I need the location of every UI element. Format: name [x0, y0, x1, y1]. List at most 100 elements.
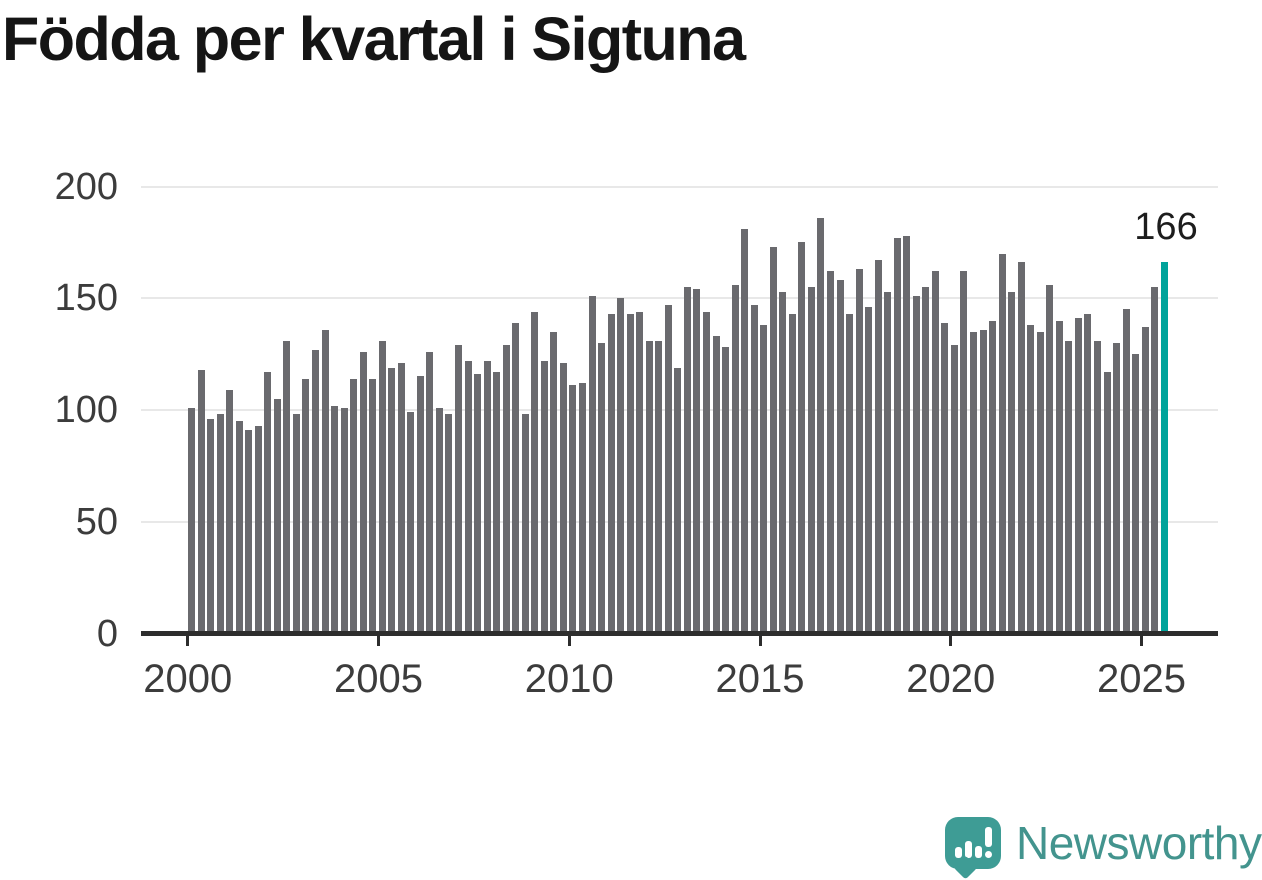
bar-2011-q4 [636, 311, 643, 634]
x-axis-tick-label: 2020 [906, 657, 996, 701]
bar-2006-q2 [426, 351, 433, 634]
bar-2016-q4 [827, 271, 834, 634]
bar-2008-q3 [512, 322, 519, 634]
bar-2018-q1 [875, 260, 882, 634]
y-axis-tick-label: 150 [54, 277, 118, 320]
x-axis-tick [186, 636, 190, 646]
gridline [141, 297, 1218, 300]
y-axis-tick-label: 100 [54, 389, 118, 431]
bar-2017-q4 [865, 307, 872, 634]
logo-exclamation-dot-icon [985, 851, 992, 858]
bar-2001-q2 [236, 421, 243, 634]
bar-2007-q3 [474, 374, 481, 634]
bar-2015-q1 [760, 325, 767, 634]
bar-2007-q2 [465, 360, 472, 634]
bar-2001-q4 [255, 425, 262, 634]
bar-2011-q3 [627, 313, 634, 634]
bar-2024-q1 [1104, 372, 1111, 634]
x-axis-tick [567, 636, 571, 646]
bar-2022-q3 [1046, 284, 1053, 634]
bar-2017-q1 [837, 280, 844, 634]
x-axis-tick [949, 636, 953, 646]
bar-2016-q2 [808, 287, 815, 634]
bar-2023-q1 [1065, 340, 1072, 634]
x-axis-tick-label: 2000 [143, 657, 233, 701]
bar-2012-q4 [674, 367, 681, 634]
x-axis-tick [377, 636, 381, 646]
bar-2010-q1 [569, 385, 576, 634]
bar-2023-q4 [1094, 340, 1101, 634]
bar-2019-q3 [932, 271, 939, 634]
logo-bar-icon [975, 846, 982, 858]
bar-2002-q2 [274, 398, 281, 634]
bar-2000-q2 [198, 369, 205, 634]
bar-2004-q3 [360, 351, 367, 634]
bar-2004-q1 [341, 407, 348, 634]
bar-2017-q2 [846, 313, 853, 634]
bar-2016-q1 [798, 242, 805, 634]
newsworthy-brand: Newsworthy [945, 816, 1262, 870]
y-axis-tick-label: 0 [96, 612, 118, 655]
bar-2015-q4 [789, 313, 796, 634]
bar-2014-q1 [722, 347, 729, 634]
bar-2023-q3 [1084, 313, 1091, 634]
bar-2013-q1 [684, 287, 691, 634]
bar-2000-q3 [207, 418, 214, 634]
bar-2024-q4 [1132, 354, 1139, 634]
bar-2012-q1 [646, 340, 653, 634]
bar-2021-q1 [989, 320, 996, 634]
bar-2005-q2 [388, 367, 395, 634]
bar-2021-q3 [1008, 291, 1015, 634]
bar-2000-q4 [217, 414, 224, 634]
bar-2004-q4 [369, 378, 376, 634]
bar-2010-q4 [598, 342, 605, 634]
bar-2008-q1 [493, 372, 500, 634]
bar-2006-q3 [436, 407, 443, 634]
x-axis-tick-label: 2005 [334, 657, 424, 701]
bar-2021-q2 [999, 253, 1006, 634]
x-axis-tick-label: 2025 [1097, 657, 1187, 701]
bar-2009-q3 [550, 331, 557, 634]
bar-2008-q2 [503, 345, 510, 634]
bar-2009-q4 [560, 363, 567, 634]
bar-2021-q4 [1018, 262, 1025, 634]
bar-2002-q4 [293, 414, 300, 634]
bar-2003-q3 [322, 329, 329, 634]
bar-2005-q4 [407, 412, 414, 634]
y-axis-tick-label: 50 [75, 500, 118, 543]
bar-2010-q2 [579, 383, 586, 634]
logo-bar-icon [955, 847, 962, 858]
bar-2022-q1 [1027, 325, 1034, 634]
bar-2022-q4 [1056, 320, 1063, 634]
bar-2020-q4 [980, 329, 987, 634]
logo-exclamation-icon [985, 827, 992, 847]
bar-2004-q2 [350, 378, 357, 634]
bar-2003-q2 [312, 349, 319, 634]
bar-2005-q1 [379, 340, 386, 634]
bar-2002-q3 [283, 340, 290, 634]
chart-title: Födda per kvartal i Sigtuna [2, 5, 746, 73]
bar-2009-q2 [541, 360, 548, 634]
bar-2007-q4 [484, 360, 491, 634]
bar-2024-q2 [1113, 342, 1120, 634]
bar-2023-q2 [1075, 318, 1082, 634]
bar-2006-q1 [417, 376, 424, 634]
bar-2019-q4 [941, 322, 948, 634]
bar-2005-q3 [398, 363, 405, 634]
bar-2014-q4 [751, 304, 758, 634]
x-axis-line [141, 631, 1218, 636]
logo-bar-icon [965, 841, 972, 858]
bar-2008-q4 [522, 414, 529, 634]
bar-2013-q2 [693, 289, 700, 634]
newsworthy-wordmark: Newsworthy [1016, 817, 1262, 869]
bar-2025-q3 [1161, 262, 1168, 634]
bar-2018-q4 [903, 235, 910, 634]
bar-2013-q4 [713, 336, 720, 634]
bar-2025-q1 [1142, 327, 1149, 634]
newsworthy-logo-icon [945, 817, 1001, 869]
bar-2018-q2 [884, 291, 891, 634]
bar-2006-q4 [445, 414, 452, 634]
bar-2022-q2 [1037, 331, 1044, 634]
bar-2015-q2 [770, 246, 777, 634]
